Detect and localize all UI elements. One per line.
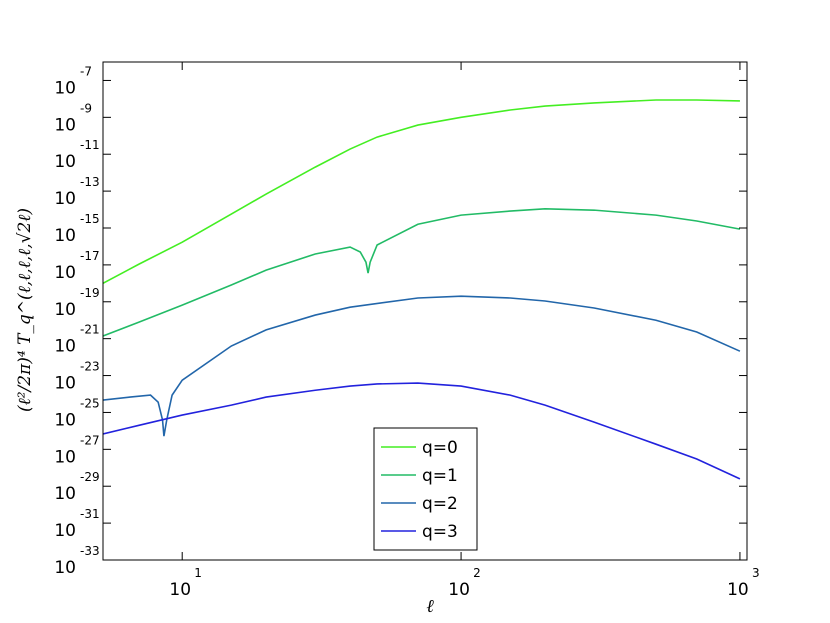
y-tick-label: 10 <box>54 189 76 209</box>
y-tick-exponent: -25 <box>80 396 100 410</box>
y-tick-exponent: -23 <box>80 360 100 374</box>
x-tick-label: 10 <box>169 580 191 600</box>
x-tick-label: 10 <box>727 580 749 600</box>
y-tick-label: 10 <box>54 374 76 394</box>
y-tick-exponent: -29 <box>80 470 100 484</box>
y-tick-exponent: -7 <box>80 64 92 78</box>
legend-label: q=0 <box>422 438 458 458</box>
y-tick-label: 10 <box>54 115 76 135</box>
y-tick-label: 10 <box>54 558 76 578</box>
legend-box <box>373 427 478 551</box>
series-line <box>103 382 741 480</box>
y-tick-label: 10 <box>54 78 76 98</box>
y-tick-exponent: -33 <box>80 544 100 558</box>
y-tick-exponent: -11 <box>80 138 100 152</box>
y-tick-exponent: -21 <box>80 323 100 337</box>
x-tick-exponent: 2 <box>473 566 481 580</box>
x-tick-exponent: 3 <box>752 566 760 580</box>
y-tick-label: 10 <box>54 152 76 172</box>
y-tick-label: 10 <box>54 337 76 357</box>
y-tick-label: 10 <box>54 410 76 430</box>
y-tick-exponent: -31 <box>80 507 100 521</box>
series-line <box>103 207 741 337</box>
y-tick-label: 10 <box>54 226 76 246</box>
x-tick-label: 10 <box>448 580 470 600</box>
x-axis-label: ℓ <box>426 596 434 617</box>
y-tick-exponent: -19 <box>80 286 100 300</box>
series-line <box>103 295 741 437</box>
x-tick-exponent: 1 <box>194 566 202 580</box>
y-tick-label: 10 <box>54 447 76 467</box>
legend-label: q=3 <box>422 522 458 542</box>
y-tick-exponent: -27 <box>80 433 100 447</box>
plot-frame <box>102 61 748 561</box>
y-tick-label: 10 <box>54 300 76 320</box>
y-tick-exponent: -13 <box>80 175 100 189</box>
legend-label: q=2 <box>422 494 458 514</box>
y-tick-exponent: -17 <box>80 249 100 263</box>
legend-label: q=1 <box>422 466 458 486</box>
y-tick-exponent: -15 <box>80 212 100 226</box>
y-tick-exponent: -9 <box>80 101 92 115</box>
series-line <box>103 99 740 285</box>
y-tick-label: 10 <box>54 521 76 541</box>
y-tick-label: 10 <box>54 263 76 283</box>
y-axis-label: (ℓ²/2π)⁴ T_q^(ℓ,ℓ,ℓ,ℓ,√2ℓ) <box>15 208 35 412</box>
y-tick-label: 10 <box>54 484 76 504</box>
